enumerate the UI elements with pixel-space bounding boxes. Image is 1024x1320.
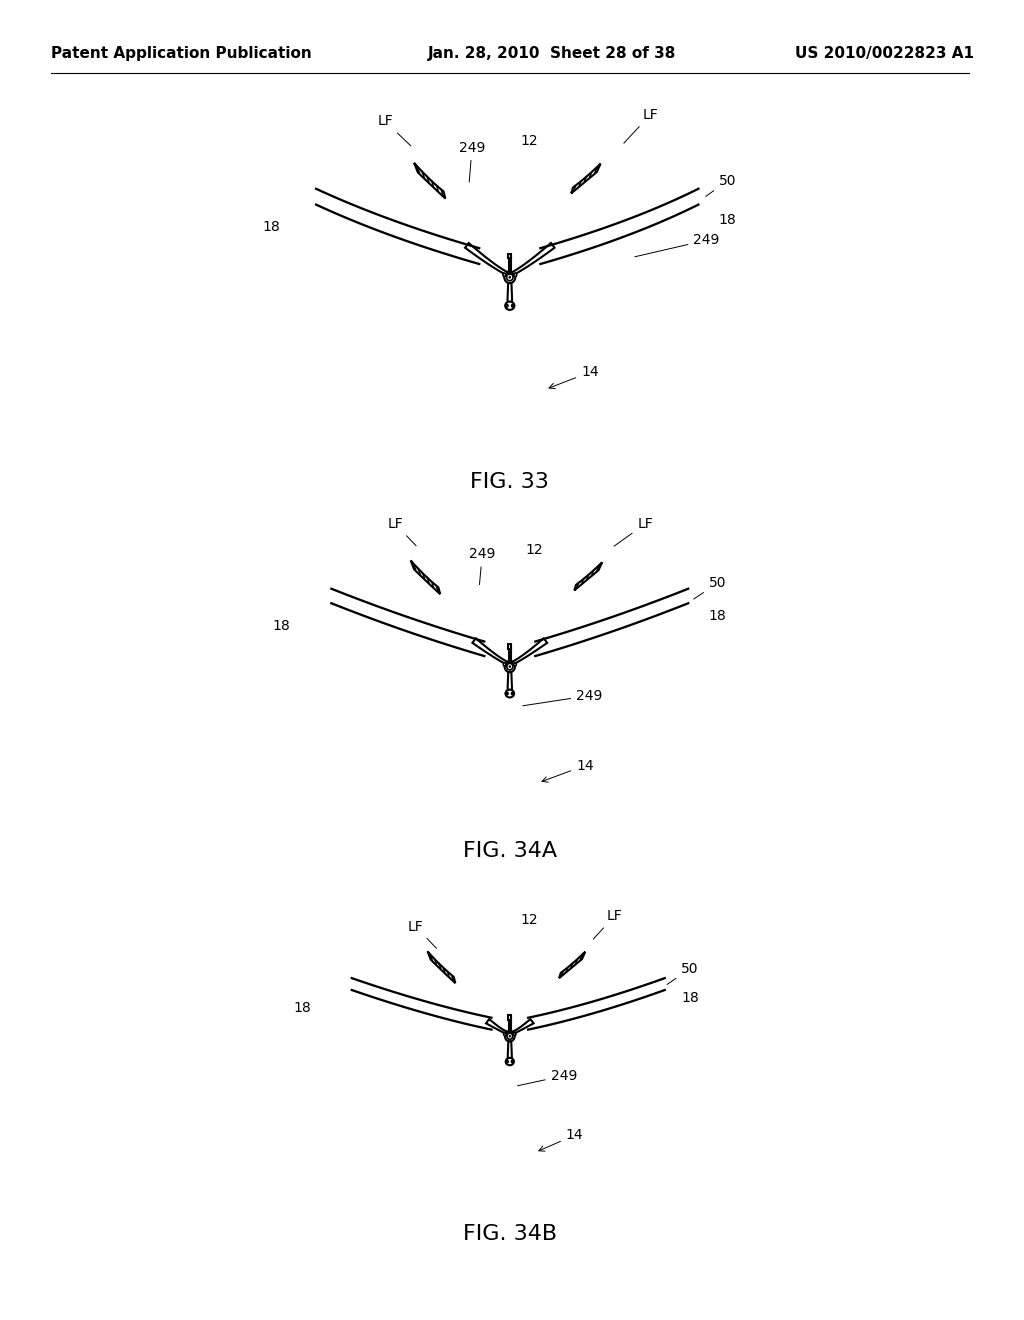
- Ellipse shape: [503, 273, 506, 277]
- Text: 249: 249: [469, 548, 496, 585]
- Polygon shape: [508, 672, 512, 693]
- Text: 50: 50: [706, 174, 736, 197]
- Ellipse shape: [506, 305, 508, 306]
- Ellipse shape: [514, 663, 516, 667]
- Text: 249: 249: [522, 689, 602, 706]
- Text: 249: 249: [459, 141, 485, 182]
- Ellipse shape: [507, 1034, 513, 1039]
- Text: 14: 14: [542, 759, 594, 781]
- Polygon shape: [574, 562, 602, 590]
- Text: US 2010/0022823 A1: US 2010/0022823 A1: [796, 46, 974, 61]
- Text: FIG. 34B: FIG. 34B: [463, 1224, 557, 1245]
- Text: 50: 50: [693, 577, 726, 599]
- Polygon shape: [508, 1041, 512, 1061]
- Ellipse shape: [509, 665, 511, 668]
- Polygon shape: [512, 639, 547, 664]
- Ellipse shape: [509, 276, 511, 279]
- Ellipse shape: [504, 272, 515, 284]
- FancyBboxPatch shape: [509, 257, 511, 273]
- Polygon shape: [571, 164, 600, 193]
- Polygon shape: [411, 561, 440, 594]
- Ellipse shape: [514, 273, 517, 277]
- Text: 18: 18: [272, 619, 291, 632]
- Ellipse shape: [506, 1057, 514, 1065]
- Ellipse shape: [506, 689, 514, 697]
- Text: LF: LF: [408, 920, 436, 948]
- FancyBboxPatch shape: [508, 644, 511, 649]
- Text: 18: 18: [709, 610, 726, 623]
- Text: 18: 18: [262, 220, 281, 234]
- Text: 18: 18: [293, 1002, 311, 1015]
- Polygon shape: [508, 282, 512, 306]
- Ellipse shape: [506, 693, 508, 694]
- Text: 18: 18: [719, 214, 736, 227]
- FancyBboxPatch shape: [509, 648, 511, 663]
- Text: 12: 12: [520, 135, 538, 148]
- Polygon shape: [414, 162, 445, 198]
- FancyBboxPatch shape: [508, 253, 511, 259]
- Text: LF: LF: [614, 517, 653, 546]
- Ellipse shape: [511, 1060, 513, 1063]
- Ellipse shape: [505, 1031, 515, 1041]
- Text: 14: 14: [549, 366, 599, 388]
- Text: 18: 18: [681, 991, 698, 1005]
- Text: 50: 50: [667, 962, 698, 985]
- Text: LF: LF: [593, 909, 623, 939]
- Text: 12: 12: [525, 544, 543, 557]
- Polygon shape: [465, 243, 508, 275]
- Text: Jan. 28, 2010  Sheet 28 of 38: Jan. 28, 2010 Sheet 28 of 38: [428, 46, 677, 61]
- Polygon shape: [559, 952, 586, 978]
- Ellipse shape: [512, 305, 513, 306]
- Ellipse shape: [507, 273, 513, 281]
- Text: FIG. 34A: FIG. 34A: [463, 841, 557, 862]
- Text: Patent Application Publication: Patent Application Publication: [51, 46, 311, 61]
- Ellipse shape: [504, 1032, 506, 1036]
- Polygon shape: [472, 639, 508, 664]
- Ellipse shape: [507, 1060, 508, 1063]
- FancyBboxPatch shape: [508, 1015, 511, 1019]
- Text: 249: 249: [517, 1069, 577, 1086]
- Ellipse shape: [505, 301, 514, 310]
- Ellipse shape: [512, 693, 513, 694]
- Text: LF: LF: [624, 108, 658, 143]
- Ellipse shape: [504, 663, 506, 667]
- Polygon shape: [511, 1019, 534, 1034]
- Polygon shape: [512, 243, 555, 275]
- Text: LF: LF: [387, 517, 416, 545]
- Ellipse shape: [513, 1032, 516, 1036]
- FancyBboxPatch shape: [509, 1018, 511, 1034]
- Text: 14: 14: [539, 1129, 584, 1151]
- Ellipse shape: [505, 661, 515, 672]
- Ellipse shape: [509, 1035, 511, 1038]
- Text: 12: 12: [520, 913, 538, 927]
- Text: LF: LF: [377, 115, 411, 147]
- Text: FIG. 33: FIG. 33: [470, 471, 549, 492]
- Polygon shape: [428, 952, 456, 983]
- Polygon shape: [486, 1019, 508, 1034]
- Ellipse shape: [507, 663, 513, 671]
- Text: 249: 249: [635, 234, 720, 257]
